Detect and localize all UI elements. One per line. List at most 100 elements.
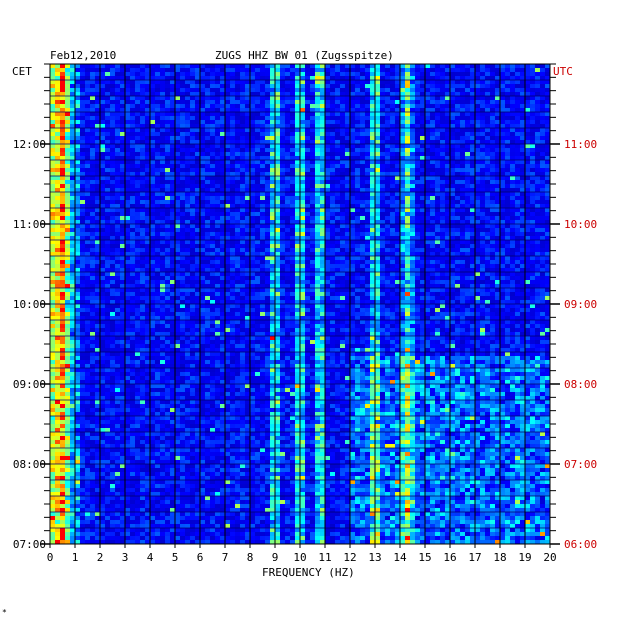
spectrogram-cell: [510, 140, 516, 145]
spectrogram-cell: [140, 92, 146, 97]
spectrogram-cell: [360, 236, 366, 241]
spectrogram-cell: [150, 240, 156, 245]
spectrogram-cell: [65, 88, 71, 93]
spectrogram-cell: [485, 160, 491, 165]
spectrogram-cell: [345, 108, 351, 113]
spectrogram-cell: [445, 208, 451, 213]
spectrogram-cell: [170, 244, 176, 249]
spectrogram-cell: [245, 72, 251, 77]
spectrogram-cell: [335, 180, 341, 185]
spectrogram-cell: [480, 168, 486, 173]
spectrogram-cell: [490, 92, 496, 97]
spectrogram-cell: [480, 164, 486, 169]
spectrogram-cell: [480, 144, 486, 149]
spectrogram-cell: [285, 100, 291, 105]
spectrogram-cell: [485, 164, 491, 169]
spectrogram-cell: [425, 188, 431, 193]
spectrogram-cell: [185, 236, 191, 241]
spectrogram-cell: [195, 88, 201, 93]
spectrogram-cell: [275, 232, 281, 237]
spectrogram-cell: [290, 176, 296, 181]
spectrogram-cell: [80, 252, 86, 257]
spectrogram-cell: [310, 76, 316, 81]
spectrogram-cell: [500, 200, 506, 205]
spectrogram-cell: [520, 168, 526, 173]
spectrogram-cell: [60, 248, 66, 253]
spectrogram-cell: [340, 108, 346, 113]
spectrogram-cell: [165, 164, 171, 169]
spectrogram-cell: [505, 100, 511, 105]
spectrogram-cell: [415, 172, 421, 177]
spectrogram-cell: [440, 220, 446, 225]
spectrogram-cell: [490, 200, 496, 205]
spectrogram-cell: [280, 136, 286, 141]
spectrogram-cell: [240, 236, 246, 241]
spectrogram-cell: [335, 212, 341, 217]
spectrogram-cell: [190, 180, 196, 185]
spectrogram-cell: [240, 152, 246, 157]
spectrogram-cell: [155, 64, 161, 69]
spectrogram-cell: [135, 208, 141, 213]
spectrogram-cell: [60, 64, 66, 69]
spectrogram-cell: [155, 160, 161, 165]
spectrogram-cell: [520, 64, 526, 69]
spectrogram-cell: [455, 212, 461, 217]
spectrogram-cell: [505, 116, 511, 121]
spectrogram-cell: [455, 80, 461, 85]
spectrogram-cell: [55, 160, 61, 165]
spectrogram-cell: [410, 160, 416, 165]
spectrogram-cell: [200, 188, 206, 193]
spectrogram-cell: [185, 128, 191, 133]
spectrogram-cell: [110, 140, 116, 145]
spectrogram-cell: [270, 112, 276, 117]
spectrogram-cell: [480, 92, 486, 97]
spectrogram-cell: [65, 204, 71, 209]
spectrogram-cell: [245, 68, 251, 73]
spectrogram-cell: [300, 156, 306, 161]
spectrogram-cell: [220, 72, 226, 77]
spectrogram-cell: [260, 124, 266, 129]
spectrogram-cell: [290, 76, 296, 81]
spectrogram-cell: [205, 96, 211, 101]
spectrogram-cell: [365, 76, 371, 81]
spectrogram-cell: [500, 148, 506, 153]
spectrogram-cell: [500, 128, 506, 133]
spectrogram-cell: [325, 180, 331, 185]
spectrogram-cell: [485, 200, 491, 205]
spectrogram-cell: [545, 112, 551, 117]
spectrogram-cell: [295, 188, 301, 193]
spectrogram-cell: [315, 148, 321, 153]
spectrogram-cell: [435, 224, 441, 229]
spectrogram-cell: [540, 120, 546, 125]
spectrogram-cell: [155, 200, 161, 205]
spectrogram-cell: [395, 160, 401, 165]
spectrogram-cell: [325, 248, 331, 253]
spectrogram-cell: [75, 224, 81, 229]
spectrogram-cell: [305, 184, 311, 189]
spectrogram-cell: [255, 220, 261, 225]
spectrogram-cell: [500, 120, 506, 125]
spectrogram-cell: [325, 192, 331, 197]
spectrogram-cell: [140, 216, 146, 221]
spectrogram-cell: [505, 96, 511, 101]
spectrogram-cell: [260, 208, 266, 213]
spectrogram-cell: [260, 132, 266, 137]
spectrogram-cell: [460, 200, 466, 205]
spectrogram-cell: [170, 144, 176, 149]
spectrogram-cell: [295, 156, 301, 161]
spectrogram-cell: [240, 232, 246, 237]
spectrogram-cell: [495, 180, 501, 185]
spectrogram-cell: [285, 84, 291, 89]
spectrogram-cell: [300, 256, 306, 261]
spectrogram-cell: [420, 248, 426, 253]
spectrogram-cell: [355, 232, 361, 237]
spectrogram-cell: [230, 260, 236, 265]
spectrogram-cell: [510, 76, 516, 81]
spectrogram-cell: [430, 176, 436, 181]
spectrogram-cell: [480, 244, 486, 249]
spectrogram-cell: [310, 68, 316, 73]
spectrogram-cell: [335, 68, 341, 73]
spectrogram-cell: [230, 108, 236, 113]
spectrogram-cell: [255, 172, 261, 177]
spectrogram-cell: [480, 132, 486, 137]
